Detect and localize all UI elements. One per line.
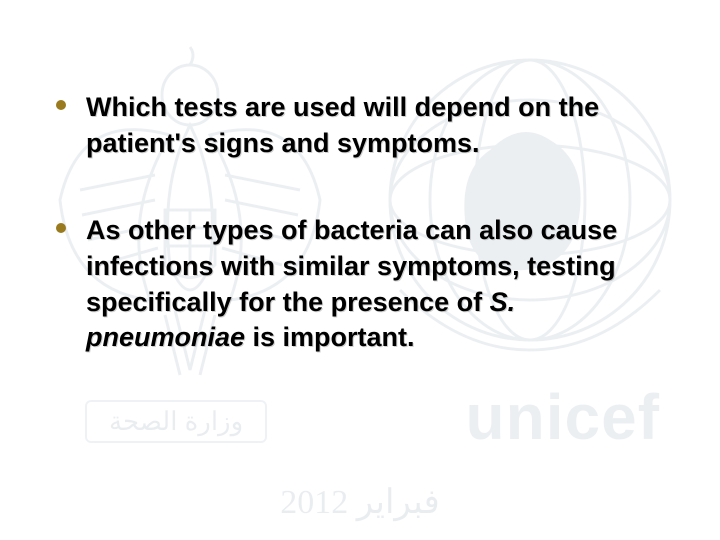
bullet-text-post: is important. bbox=[245, 322, 415, 352]
bullet-dot-icon bbox=[56, 100, 66, 110]
bullet-dot-icon bbox=[56, 223, 66, 233]
bullet-item: Which tests are used will depend on the … bbox=[50, 90, 680, 161]
bullet-text-pre: As other types of bacteria can also caus… bbox=[86, 215, 617, 316]
slide-content: Which tests are used will depend on the … bbox=[0, 0, 720, 540]
bullet-text: Which tests are used will depend on the … bbox=[86, 92, 599, 158]
bullet-item: As other types of bacteria can also caus… bbox=[50, 213, 680, 356]
